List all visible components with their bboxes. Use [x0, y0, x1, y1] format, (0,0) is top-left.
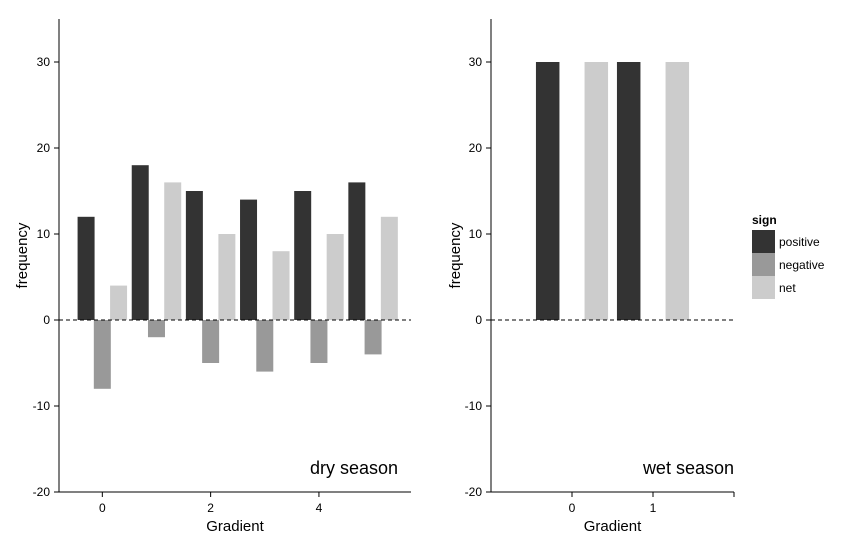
dry-season-bar-net-5	[380, 216, 398, 320]
legend-swatch-positive	[752, 230, 775, 253]
dry-season-y-tick-label-20: 20	[37, 141, 51, 155]
dry-season-bar-positive-5	[348, 182, 366, 320]
wet-season-y-tick-label-0: 0	[475, 313, 482, 327]
dry-season-bar-net-0	[110, 285, 128, 320]
dry-season-y-tick-label-0: 0	[43, 313, 50, 327]
wet-season-annotation: wet season	[642, 458, 734, 478]
legend-swatch-net	[752, 276, 775, 299]
wet-season-bar-net-1	[665, 62, 690, 320]
dry-season-bar-positive-2	[185, 191, 203, 320]
dry-season-bar-negative-0	[93, 320, 111, 389]
dry-season-bar-negative-1	[147, 320, 165, 338]
legend-swatch-negative	[752, 253, 775, 276]
wet-season-x-tick-label-1: 1	[650, 501, 657, 515]
wet-season-y-tick-label-10: 10	[469, 227, 483, 241]
legend-label-net: net	[779, 281, 796, 295]
dry-season-y-tick-label--20: -20	[33, 485, 51, 499]
dry-season-y-tick-label-10: 10	[37, 227, 51, 241]
dry-season-bar-positive-3	[240, 199, 258, 320]
legend-label-negative: negative	[779, 258, 825, 272]
wet-season-y-tick-label-20: 20	[469, 141, 483, 155]
dry-season-bar-negative-4	[310, 320, 328, 363]
dry-season-x-axis-title: Gradient	[206, 518, 264, 535]
dry-season-annotation: dry season	[310, 458, 398, 478]
dry-season-x-tick-label-2: 2	[207, 501, 214, 515]
dry-season-bar-positive-0	[77, 216, 95, 320]
wet-season-panel: -20 -10 0 10 20 30 0 1 Gradient frequency wet seas…	[447, 19, 735, 535]
dry-season-bar-positive-4	[294, 191, 312, 320]
wet-season-y-tick-label-30: 30	[469, 55, 483, 69]
dry-season-bar-net-2	[218, 234, 236, 320]
dry-season-bar-net-4	[326, 234, 344, 320]
dry-season-bar-net-3	[272, 251, 290, 320]
dry-season-bar-net-1	[164, 182, 182, 320]
wet-season-y-tick-label--20: -20	[465, 485, 483, 499]
dry-season-bar-positive-1	[131, 165, 149, 320]
legend-label-positive: positive	[779, 235, 820, 249]
dry-season-y-axis-title: frequency	[14, 222, 31, 288]
dry-season-bar-negative-3	[256, 320, 274, 372]
legend: sign positive negative net	[752, 213, 825, 299]
dry-season-bar-negative-5	[364, 320, 382, 355]
wet-season-x-tick-label-0: 0	[569, 501, 576, 515]
wet-season-bar-positive-0	[535, 62, 560, 320]
dry-season-panel: -20 -10 0 10 20 30 0 2 4 Gradient frequency dry sea…	[14, 19, 411, 535]
wet-season-x-axis-title: Gradient	[584, 518, 642, 535]
legend-title: sign	[752, 213, 777, 227]
wet-season-y-tick-label--10: -10	[465, 399, 483, 413]
dry-season-y-tick-label--10: -10	[33, 399, 51, 413]
wet-season-bar-net-0	[584, 62, 609, 320]
dry-season-x-tick-label-0: 0	[99, 501, 106, 515]
wet-season-y-axis-title: frequency	[447, 222, 464, 288]
dry-season-y-tick-label-30: 30	[37, 55, 51, 69]
dry-season-x-tick-label-4: 4	[316, 501, 323, 515]
dry-season-bar-negative-2	[202, 320, 220, 363]
wet-season-bar-positive-1	[616, 62, 641, 320]
